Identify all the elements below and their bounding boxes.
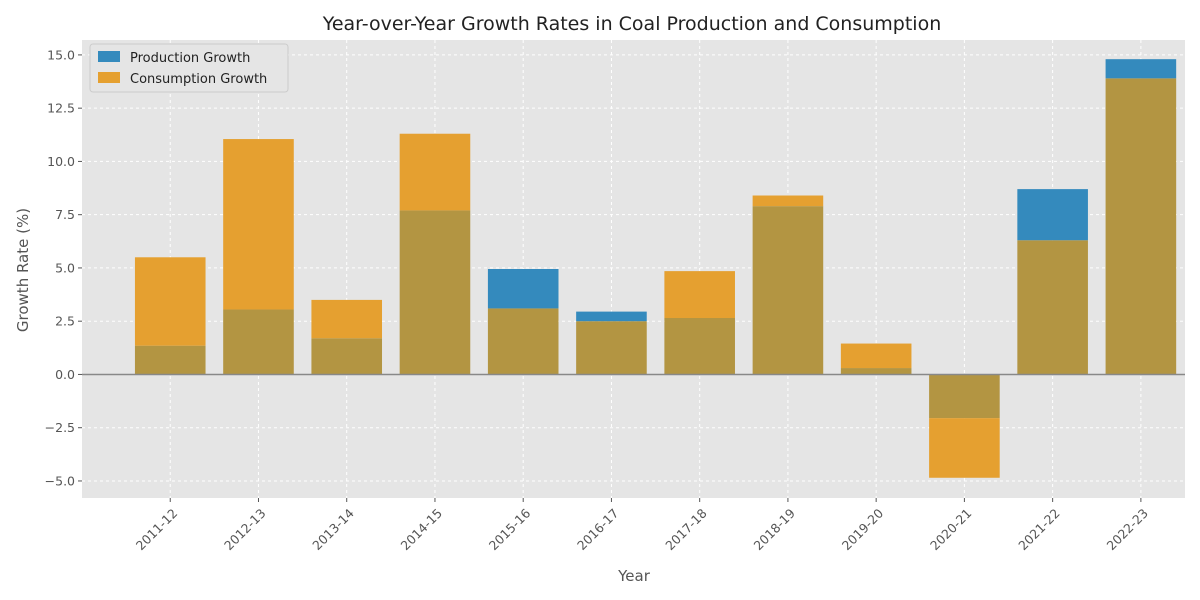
y-tick-label: 5.0 — [55, 260, 75, 275]
bar-overlap — [576, 321, 647, 375]
bar-production — [487, 269, 559, 309]
bar-overlap — [840, 368, 912, 375]
legend-swatch-production — [98, 51, 120, 62]
legend-box — [89, 43, 289, 93]
bar-consumption — [840, 343, 912, 369]
y-tick-label: 10.0 — [47, 154, 75, 169]
bar-overlap — [134, 345, 206, 375]
y-tick-label: 0.0 — [55, 367, 75, 382]
bar-production — [1017, 189, 1088, 241]
bar-overlap — [487, 308, 559, 375]
bar-consumption — [311, 299, 383, 339]
bar-consumption — [929, 418, 1000, 478]
bar-overlap — [311, 338, 383, 375]
bar-consumption — [134, 257, 206, 346]
bar-consumption — [399, 133, 471, 211]
y-tick-label: 7.5 — [55, 207, 75, 222]
bars — [134, 59, 1177, 478]
bar-overlap — [752, 206, 824, 375]
bar-consumption — [664, 271, 735, 318]
legend-label-production: Production Growth — [130, 51, 250, 66]
x-axis-label: Year — [617, 567, 651, 585]
legend-swatch-consumption — [98, 72, 120, 83]
bar-overlap — [929, 374, 1000, 419]
bar-overlap — [1105, 78, 1177, 375]
bar-overlap — [1017, 240, 1088, 375]
y-tick-label: 15.0 — [47, 47, 75, 62]
bar-production — [576, 311, 647, 322]
y-tick-label: −5.0 — [45, 473, 75, 488]
bar-overlap — [223, 309, 294, 375]
bar-consumption — [752, 195, 824, 207]
y-axis-label: Growth Rate (%) — [14, 208, 32, 332]
y-tick-label: 2.5 — [55, 314, 75, 329]
y-ticks: −5.0 −2.5 0.0 2.5 5.0 7.5 10.0 12.5 15.0 — [45, 47, 82, 488]
bar-consumption — [223, 139, 294, 310]
bar-production — [1105, 59, 1177, 79]
chart-title: Year-over-Year Growth Rates in Coal Prod… — [322, 13, 942, 35]
bar-overlap — [664, 317, 735, 375]
bar-overlap — [399, 210, 471, 375]
y-tick-label: −2.5 — [45, 420, 75, 435]
y-tick-label: 12.5 — [47, 101, 75, 116]
legend: Production Growth Consumption Growth — [89, 43, 289, 93]
legend-label-consumption: Consumption Growth — [130, 72, 267, 87]
